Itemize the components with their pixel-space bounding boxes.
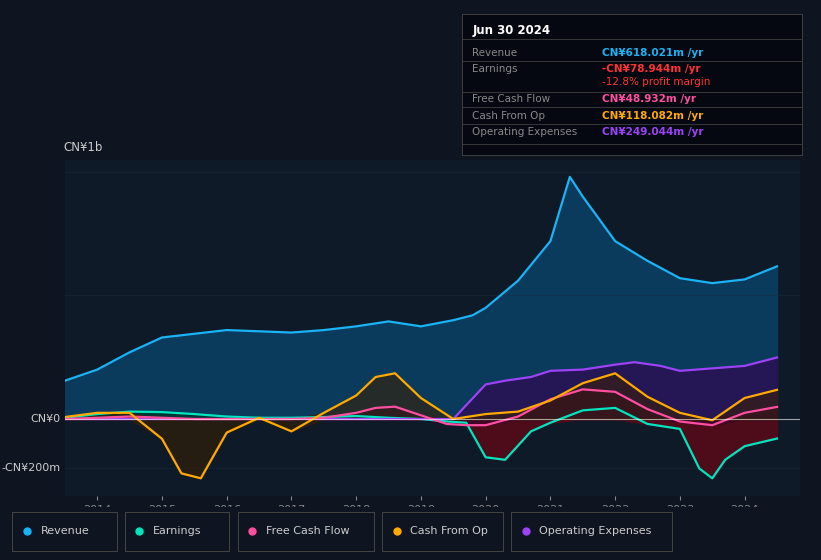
FancyBboxPatch shape — [383, 512, 503, 550]
Text: CN¥618.021m /yr: CN¥618.021m /yr — [602, 49, 703, 58]
Text: Operating Expenses: Operating Expenses — [539, 526, 652, 535]
Text: Free Cash Flow: Free Cash Flow — [266, 526, 349, 535]
Text: Revenue: Revenue — [472, 49, 517, 58]
Text: Earnings: Earnings — [472, 64, 518, 74]
Text: -12.8% profit margin: -12.8% profit margin — [602, 77, 710, 87]
Text: Earnings: Earnings — [153, 526, 201, 535]
Text: CN¥118.082m /yr: CN¥118.082m /yr — [602, 110, 703, 120]
Text: CN¥0: CN¥0 — [30, 414, 61, 424]
Text: Revenue: Revenue — [40, 526, 89, 535]
Text: -CN¥200m: -CN¥200m — [2, 464, 61, 473]
Text: Operating Expenses: Operating Expenses — [472, 128, 578, 137]
Text: Free Cash Flow: Free Cash Flow — [472, 94, 551, 104]
FancyBboxPatch shape — [12, 512, 117, 550]
Text: -CN¥78.944m /yr: -CN¥78.944m /yr — [602, 64, 700, 74]
Text: CN¥48.932m /yr: CN¥48.932m /yr — [602, 94, 695, 104]
FancyBboxPatch shape — [237, 512, 374, 550]
Text: CN¥1b: CN¥1b — [63, 141, 103, 154]
Text: Cash From Op: Cash From Op — [410, 526, 488, 535]
Text: Cash From Op: Cash From Op — [472, 110, 545, 120]
Text: Jun 30 2024: Jun 30 2024 — [472, 24, 551, 37]
FancyBboxPatch shape — [511, 512, 672, 550]
Text: CN¥249.044m /yr: CN¥249.044m /yr — [602, 128, 703, 137]
FancyBboxPatch shape — [125, 512, 230, 550]
